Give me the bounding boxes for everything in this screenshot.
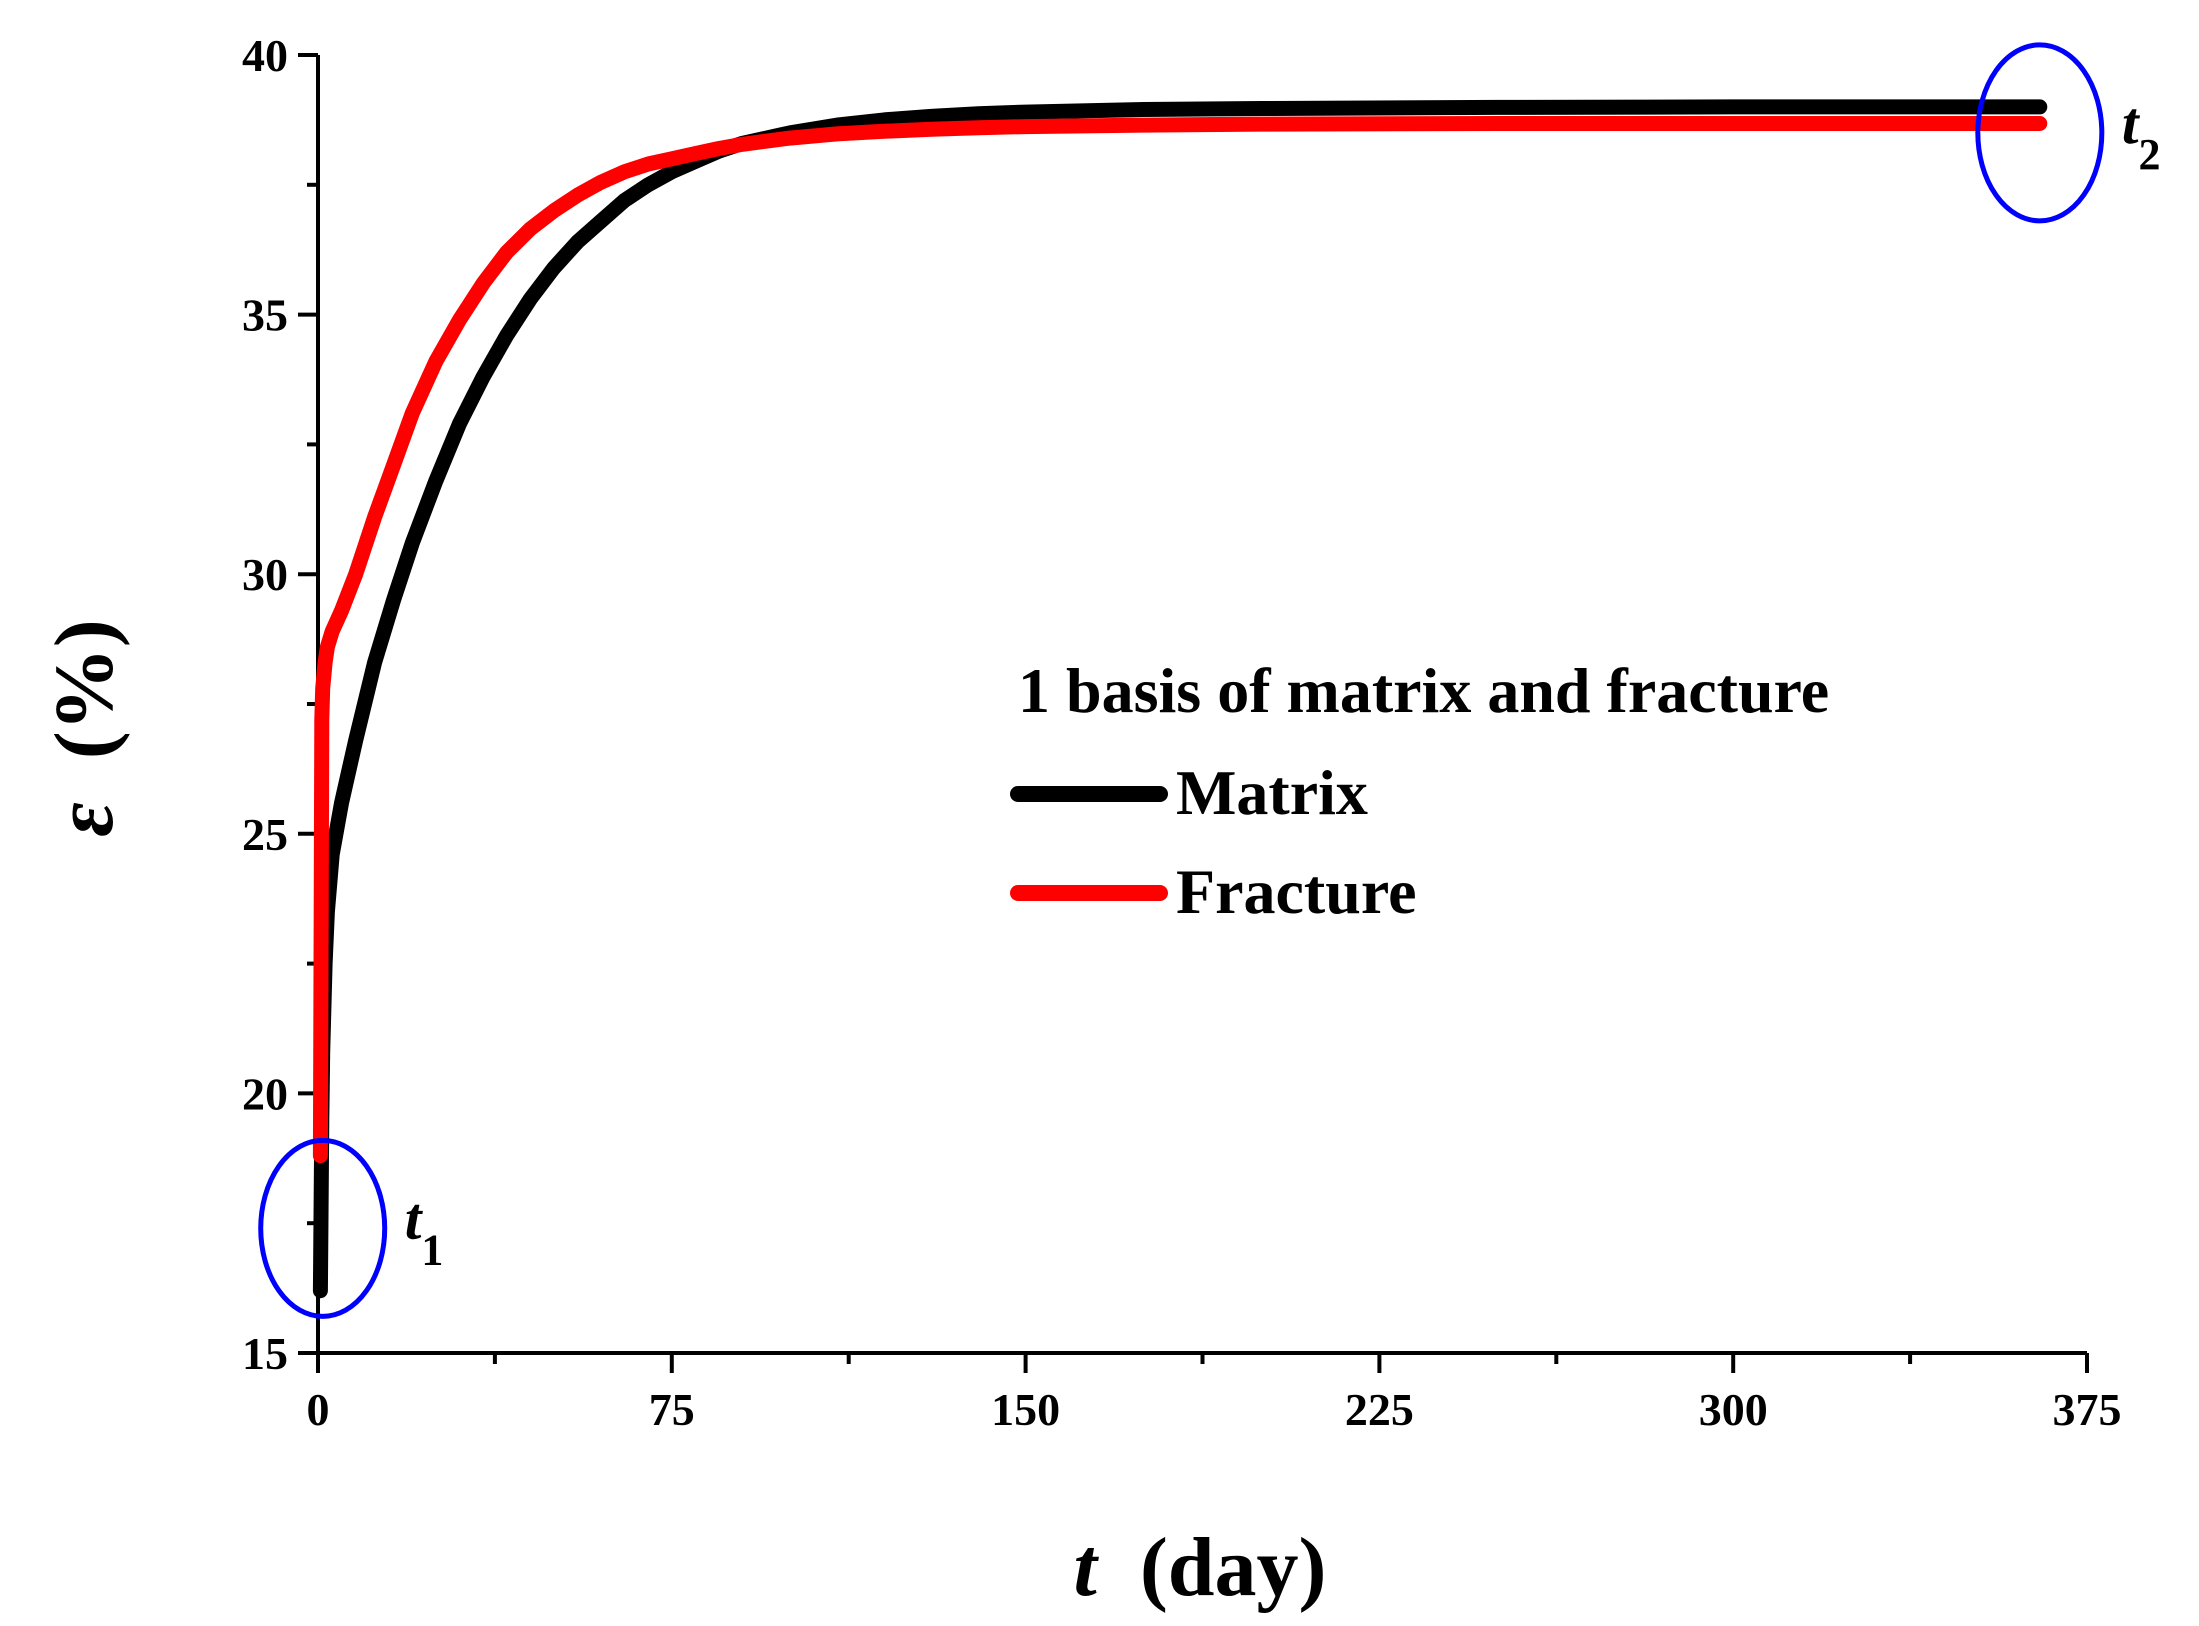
axes: 0 75 150 225 300 375 15 20 25 30 35 40 xyxy=(242,30,2122,1435)
x-tick-label: 150 xyxy=(991,1384,1060,1435)
y-tick-label: 30 xyxy=(242,549,288,600)
y-axis-symbol: ε xyxy=(38,802,131,836)
series-line-matrix xyxy=(312,99,2048,1299)
series-line-fracture xyxy=(312,116,2048,1164)
y-tick-label: 20 xyxy=(242,1068,288,1119)
y-tick-label: 35 xyxy=(242,290,288,341)
y-tick-label: 15 xyxy=(242,1328,288,1379)
legend-label-fracture: Fracture xyxy=(1176,856,1416,927)
x-tick-label: 225 xyxy=(1345,1384,1414,1435)
legend-label-matrix: Matrix xyxy=(1176,757,1368,828)
x-tick-label: 300 xyxy=(1699,1384,1768,1435)
y-tick-label: 25 xyxy=(242,809,288,860)
x-axis-unit: (day) xyxy=(1140,1521,1327,1614)
annotation-layer: t1 t2 xyxy=(258,42,2161,1319)
x-tick-label: 75 xyxy=(649,1384,695,1435)
series-layer xyxy=(312,99,2048,1299)
y-axis-unit: (%) xyxy=(38,619,131,759)
legend-title: 1 basis of matrix and fracture xyxy=(1018,655,1829,726)
x-axis-symbol: t xyxy=(1073,1521,1099,1614)
x-tick-label: 0 xyxy=(307,1384,330,1435)
x-axis-title: t (day) xyxy=(1073,1521,1326,1614)
annotation-circle-1 xyxy=(258,1137,388,1319)
annotation-label-1: t1 xyxy=(405,1185,444,1274)
legend: 1 basis of matrix and fracture Matrix Fr… xyxy=(1010,655,1829,927)
x-tick-label: 375 xyxy=(2053,1384,2122,1435)
annotation-label-2: t2 xyxy=(2122,90,2161,179)
annotation-circle-2 xyxy=(1975,42,2105,224)
y-axis-title: ε (%) xyxy=(38,619,131,836)
y-tick-label: 40 xyxy=(242,30,288,81)
